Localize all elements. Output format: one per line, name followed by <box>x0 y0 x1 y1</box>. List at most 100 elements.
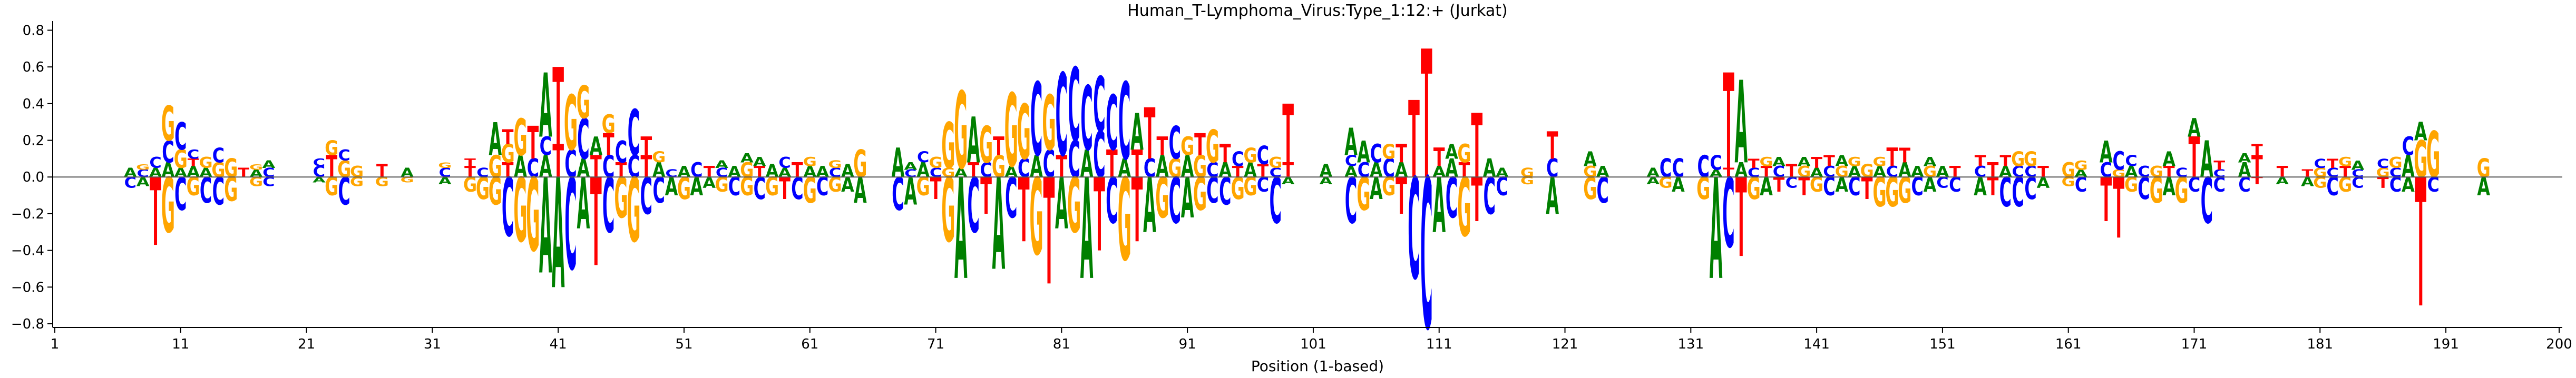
logo-letter-C: C <box>2024 171 2036 206</box>
logo-letter-A: A <box>1143 163 1156 251</box>
logo-letter-C: C <box>200 171 212 212</box>
logo-letter-C: C <box>1722 158 1734 270</box>
logo-letter-A: A <box>1218 158 1232 182</box>
logo-letter-C: C <box>728 172 740 201</box>
logo-letter-A: A <box>1130 103 1144 161</box>
logo-letter-A: A <box>2125 164 2138 181</box>
logo-letter-T: T <box>1282 158 1294 182</box>
y-tick-label: −0.4 <box>11 243 44 259</box>
logo-letter-A: A <box>514 149 527 184</box>
logo-letter-T: T <box>980 167 992 225</box>
logo-letter-G: G <box>1004 74 1018 191</box>
logo-letter-C: C <box>829 165 841 180</box>
logo-letter-A: A <box>1584 148 1597 172</box>
logo-letter-T: T <box>1131 160 1143 262</box>
logo-letter-C: C <box>577 108 589 172</box>
logo-letter-C: C <box>754 171 766 206</box>
logo-letter-C: C <box>1484 167 1496 225</box>
logo-letter-T: T <box>1018 160 1030 262</box>
logo-letter-G: G <box>853 143 867 187</box>
logo-letter-A: A <box>715 159 728 171</box>
logo-letter-A: A <box>2188 113 2201 143</box>
logo-letter-C: C <box>1206 158 1218 182</box>
logo-letter-G: G <box>602 110 616 139</box>
logo-letter-A: A <box>149 165 162 180</box>
logo-letter-T: T <box>590 149 602 184</box>
logo-letter-C: C <box>602 149 614 184</box>
logo-letter-G: G <box>740 158 754 182</box>
logo-letter-C: C <box>1106 81 1118 168</box>
logo-letter-G: G <box>1747 171 1761 206</box>
logo-letter-C: C <box>2175 165 2188 180</box>
x-tick-label: 111 <box>1426 336 1452 352</box>
logo-letter-G: G <box>438 161 452 170</box>
logo-letter-A: A <box>539 149 552 184</box>
logo-letter-G: G <box>350 164 364 181</box>
logo-letter-G: G <box>2024 148 2037 172</box>
logo-letter-A: A <box>2162 172 2175 201</box>
logo-letter-C: C <box>968 163 980 251</box>
logo-letter-G: G <box>2426 119 2440 192</box>
logo-letter-C: C <box>2314 156 2326 171</box>
logo-letter-T: T <box>188 157 199 169</box>
logo-letter-G: G <box>2376 165 2390 180</box>
logo-letter-C: C <box>1949 173 1961 197</box>
logo-letter-A: A <box>2162 148 2175 172</box>
logo-letter-G: G <box>401 175 414 184</box>
logo-letter-A: A <box>539 151 552 303</box>
logo-letter-G: G <box>1243 144 1257 168</box>
logo-letter-A: A <box>967 104 980 177</box>
logo-letter-T: T <box>1433 143 1445 172</box>
logo-letter-G: G <box>513 160 527 262</box>
logo-letter-A: A <box>262 159 276 171</box>
logo-letter-G: G <box>2313 165 2327 180</box>
logo-letter-A: A <box>1181 149 1194 184</box>
logo-letter-C: C <box>1823 172 1835 201</box>
logo-letter-G: G <box>1357 169 1370 221</box>
logo-letter-A: A <box>1344 164 1358 181</box>
logo-letter-C: C <box>2113 146 2125 176</box>
logo-letter-T: T <box>1157 132 1168 161</box>
logo-letter-C: C <box>1068 48 1080 165</box>
logo-letter-G: G <box>2150 164 2163 181</box>
logo-letter-C: C <box>439 165 451 180</box>
logo-letter-T: T <box>1043 148 1055 318</box>
logo-letter-C: C <box>930 165 942 180</box>
logo-letter-A: A <box>589 132 602 161</box>
logo-letter-C: C <box>1106 165 1118 238</box>
logo-letter-A: A <box>892 140 905 187</box>
logo-letter-A: A <box>552 148 565 323</box>
logo-letter-T: T <box>1408 79 1420 202</box>
logo-letter-G: G <box>929 154 942 172</box>
logo-letter-G: G <box>513 108 527 167</box>
logo-letter-G: G <box>1872 154 1886 169</box>
logo-letter-A: A <box>1546 167 1559 225</box>
y-tick-label: 0.6 <box>23 59 44 75</box>
logo-letter-C: C <box>1144 153 1156 183</box>
logo-letter-G: G <box>1193 169 1207 221</box>
logo-letter-G: G <box>2062 158 2075 182</box>
logo-letter-T: T <box>1899 144 1910 168</box>
x-tick-label: 31 <box>424 336 441 352</box>
logo-letter-T: T <box>1975 153 1986 170</box>
logo-letter-C: C <box>1697 149 1710 184</box>
logo-letter-G: G <box>1860 161 1874 181</box>
logo-letter-C: C <box>1118 61 1130 184</box>
logo-letter-T: T <box>1723 47 1734 199</box>
logo-letter-G: G <box>916 172 930 201</box>
logo-letter-G: G <box>224 171 238 209</box>
logo-letter-G: G <box>199 154 212 172</box>
logo-letter-G: G <box>677 171 691 206</box>
logo-letter-G: G <box>489 171 502 214</box>
logo-letter-C: C <box>628 149 640 184</box>
logo-letter-G: G <box>489 149 502 184</box>
logo-letter-C: C <box>1546 153 1558 183</box>
logo-letter-C: C <box>816 172 828 201</box>
logo-letter-A: A <box>1445 153 1458 183</box>
logo-letter-A: A <box>1118 153 1131 183</box>
logo-letter-G: G <box>1243 172 1257 201</box>
logo-letter-A: A <box>1999 164 2012 181</box>
logo-letter-A: A <box>690 172 704 201</box>
logo-letter-A: A <box>401 165 414 180</box>
logo-letter-T: T <box>552 46 564 169</box>
